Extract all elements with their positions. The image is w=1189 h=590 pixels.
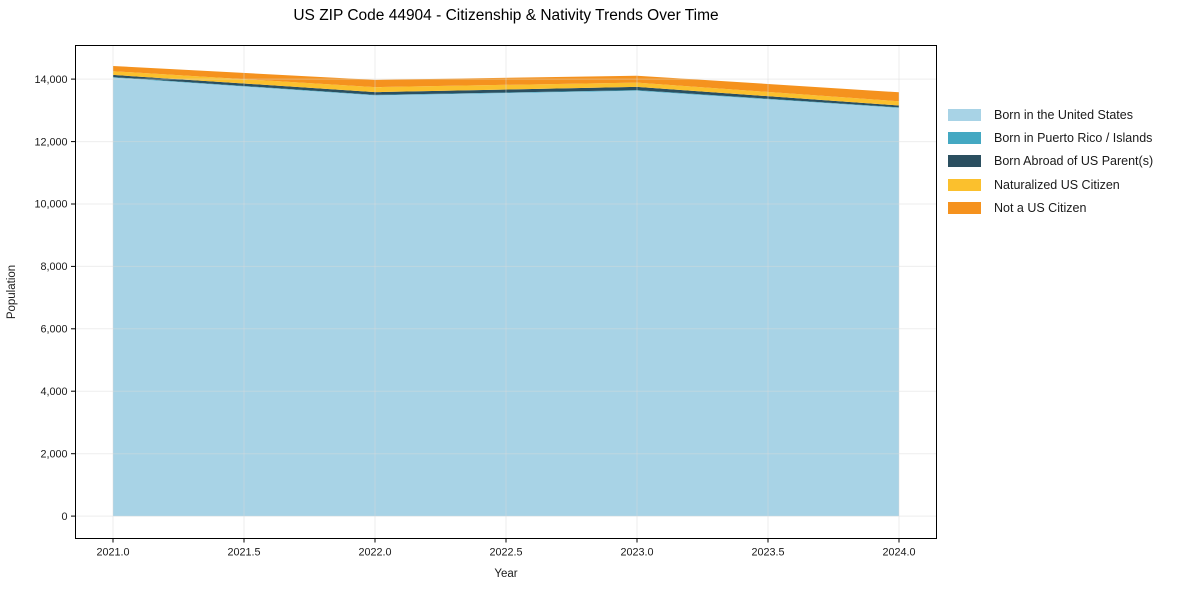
x-tick-label: 2021.0	[96, 547, 129, 559]
legend-item-born-in-puerto-rico-islands: Born in Puerto Rico / Islands	[948, 126, 1153, 149]
x-tick-label: 2024.0	[882, 547, 915, 559]
legend-item-naturalized-us-citizen: Naturalized US Citizen	[948, 173, 1153, 196]
legend-swatch-icon	[948, 108, 981, 121]
area-naturalized-us-citizen	[113, 71, 899, 106]
y-tick-label: 12,000	[34, 136, 67, 148]
x-tick-label: 2023.5	[751, 547, 784, 559]
legend-label: Born Abroad of US Parent(s)	[994, 154, 1154, 169]
y-tick-label: 6,000	[40, 324, 67, 336]
y-axis-label: Population	[6, 265, 18, 319]
legend-item-not-a-us-citizen: Not a US Citizen	[948, 197, 1153, 220]
legend-item-born-in-the-united-states: Born in the United States	[948, 103, 1153, 126]
y-tick-label: 8,000	[40, 261, 67, 273]
x-tick-label: 2021.5	[227, 547, 260, 559]
legend-label: Born in Puerto Rico / Islands	[994, 131, 1153, 146]
x-tick-label: 2022.0	[358, 547, 391, 559]
x-tick-label: 2022.5	[489, 547, 522, 559]
y-axis: 0 2,000 4,000 6,000 8,000 10,000 12,000 14,000	[34, 74, 76, 523]
area-not-a-us-citizen	[113, 66, 899, 102]
legend-item-born-abroad-of-us-parent-s: Born Abroad of US Parent(s)	[948, 150, 1153, 173]
y-tick-label: 14,000	[34, 74, 67, 86]
legend-label: Not a US Citizen	[994, 201, 1087, 216]
y-tick-label: 0	[61, 511, 67, 523]
area-born-abroad-of-us-parent-s	[113, 74, 899, 108]
legend-swatch-icon	[948, 155, 981, 168]
legend-label: Naturalized US Citizen	[994, 177, 1120, 192]
chart-title: US ZIP Code 44904 - Citizenship & Nativi…	[293, 7, 719, 24]
legend: Born in the United States Born in Puerto …	[948, 103, 1153, 220]
y-tick-label: 10,000	[34, 199, 67, 211]
y-tick-label: 4,000	[40, 386, 67, 398]
y-tick-label: 2,000	[40, 448, 67, 460]
legend-swatch-icon	[948, 202, 981, 215]
legend-label: Born in the United States	[994, 107, 1133, 122]
x-axis-label: Year	[494, 568, 517, 580]
area-born-in-the-united-states	[113, 77, 899, 517]
x-tick-label: 2023.0	[620, 547, 653, 559]
legend-swatch-icon	[948, 178, 981, 191]
gridlines	[75, 45, 937, 539]
x-axis: 2021.0 2021.5 2022.0 2022.5 2023.0 2023.5 2024…	[96, 538, 916, 559]
legend-swatch-icon	[948, 132, 981, 145]
